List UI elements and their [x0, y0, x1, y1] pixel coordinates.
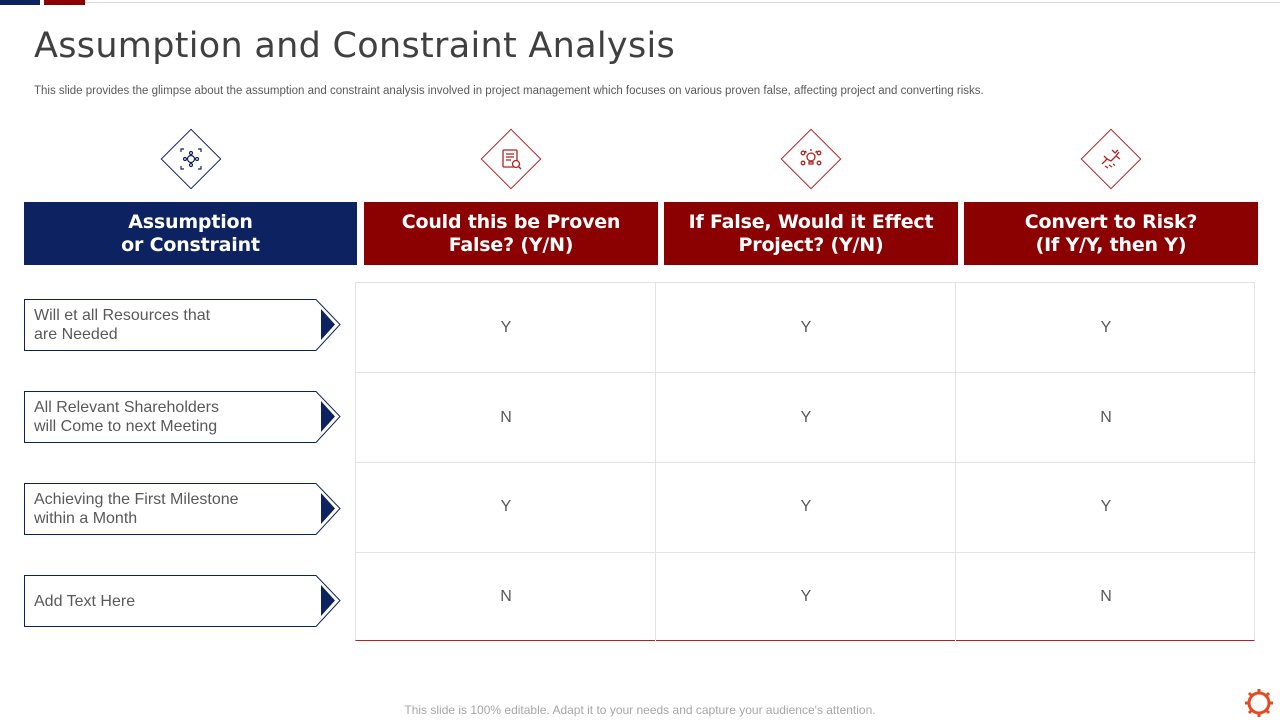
- table-cell: Y: [800, 588, 812, 605]
- row-label-text: Will et all Resources that are Needed: [34, 307, 211, 343]
- table-cell: N: [500, 588, 512, 605]
- table-cell: Y: [1100, 498, 1112, 515]
- table-cell: Y: [800, 319, 812, 336]
- row-label-4: Add Text Here: [24, 575, 342, 627]
- accent-block-navy: [0, 0, 40, 5]
- row-label-text: Achieving the First Milestone within a M…: [34, 491, 239, 527]
- accent-block-maroon: [44, 0, 85, 5]
- table-cell: Y: [800, 498, 812, 515]
- header-effect-project-label: If False, Would it Effect Project? (Y/N): [688, 210, 934, 256]
- grid-divider: [356, 462, 1256, 463]
- header-proven-false-label: Could this be Proven False? (Y/N): [401, 210, 621, 256]
- grid-divider: [356, 372, 1256, 373]
- table-cell: Y: [500, 319, 512, 336]
- document-icon: [476, 124, 546, 194]
- handshake-icon: [1076, 124, 1146, 194]
- page-subtitle: This slide provides the glimpse about th…: [34, 85, 984, 97]
- row-label-2: All Relevant Shareholders will Come to n…: [24, 391, 342, 443]
- gear-icon: [1242, 686, 1276, 720]
- header-assumption-label: Assumption or Constraint: [121, 210, 260, 256]
- values-table: Y Y Y N Y N Y Y Y N Y N: [355, 282, 1256, 641]
- row-label-3: Achieving the First Milestone within a M…: [24, 483, 342, 535]
- row-label-text: All Relevant Shareholders will Come to n…: [34, 399, 219, 435]
- grid-divider: [356, 552, 1256, 553]
- footer-note: This slide is 100% editable. Adapt it to…: [404, 703, 876, 717]
- header-effect-project: If False, Would it Effect Project? (Y/N): [664, 202, 958, 265]
- header-proven-false: Could this be Proven False? (Y/N): [364, 202, 658, 265]
- row-label-text: Add Text Here: [34, 592, 136, 610]
- table-cell: Y: [800, 409, 812, 426]
- page-title: Assumption and Constraint Analysis: [34, 26, 676, 66]
- top-divider: [85, 2, 1280, 3]
- table-cell: N: [500, 409, 512, 426]
- header-convert-risk-label: Convert to Risk? (If Y/Y, then Y): [1024, 210, 1198, 256]
- top-accent-bar: [0, 0, 1280, 6]
- header-convert-risk: Convert to Risk? (If Y/Y, then Y): [964, 202, 1258, 265]
- focus-target-icon: [156, 124, 226, 194]
- table-cell: Y: [500, 498, 512, 515]
- table-cell: Y: [1100, 319, 1112, 336]
- table-cell: N: [1100, 588, 1112, 605]
- header-assumption: Assumption or Constraint: [24, 202, 357, 265]
- table-cell: N: [1100, 409, 1112, 426]
- idea-team-icon: [776, 124, 846, 194]
- row-label-1: Will et all Resources that are Needed: [24, 299, 342, 351]
